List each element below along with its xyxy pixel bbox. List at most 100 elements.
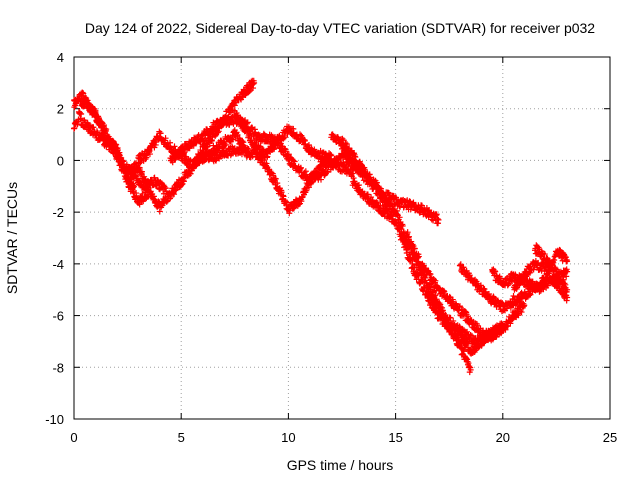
series-sat-track-8 <box>231 108 356 180</box>
data-point <box>347 151 354 158</box>
data-point <box>192 161 199 168</box>
series-sat-track-6 <box>167 112 260 166</box>
data-point <box>399 222 406 229</box>
data-point <box>556 270 563 277</box>
data-point <box>278 189 285 196</box>
data-point <box>406 233 412 240</box>
data-point <box>478 342 485 349</box>
data-point <box>564 286 571 293</box>
data-point <box>234 131 241 138</box>
data-point <box>456 303 463 310</box>
data-point <box>415 253 422 260</box>
data-point <box>490 294 497 301</box>
data-point <box>435 216 442 223</box>
data-point <box>113 141 120 148</box>
chart-title: Day 124 of 2022, Sidereal Day-to-day VTE… <box>85 20 595 36</box>
data-point <box>485 335 492 342</box>
data-point <box>481 286 488 293</box>
data-point <box>439 307 446 314</box>
data-point <box>230 136 237 143</box>
data-point <box>353 158 360 165</box>
data-point <box>244 126 251 133</box>
data-point <box>413 267 420 274</box>
data-point <box>404 229 411 236</box>
data-point <box>277 140 284 147</box>
x-tick-label: 20 <box>496 430 510 445</box>
data-point <box>388 212 395 219</box>
data-point <box>507 320 514 327</box>
data-point <box>541 251 548 258</box>
data-point <box>138 168 145 175</box>
data-point <box>187 170 194 177</box>
data-point <box>303 187 310 194</box>
data-point <box>215 124 222 131</box>
data-point <box>171 191 178 198</box>
data-point <box>489 324 496 331</box>
y-axis-ticks: -10 -8 -6 -4 -2 0 2 4 <box>45 50 610 427</box>
data-point <box>564 294 571 301</box>
data-point <box>243 120 250 127</box>
y-tick-label: -8 <box>52 360 64 375</box>
data-point <box>563 273 570 280</box>
data-point <box>296 201 303 208</box>
data-point <box>435 308 442 315</box>
data-point <box>163 198 170 205</box>
data-point <box>352 159 359 166</box>
data-point <box>457 261 464 268</box>
data-point <box>274 180 281 187</box>
data-point <box>467 331 474 338</box>
data-point <box>450 317 457 324</box>
data-point <box>383 206 390 213</box>
data-point <box>178 182 185 189</box>
data-point <box>415 272 422 279</box>
data-point <box>431 276 438 283</box>
y-tick-label: -10 <box>45 412 64 427</box>
data-point <box>151 174 158 181</box>
series-sat-track-18 <box>531 242 571 296</box>
data-point <box>290 205 297 212</box>
data-point <box>151 144 158 151</box>
data-point <box>324 169 331 176</box>
data-point <box>447 314 454 321</box>
data-point <box>446 293 453 300</box>
grid-lines <box>74 57 610 419</box>
data-point <box>272 134 278 141</box>
data-point <box>505 281 512 288</box>
data-point <box>385 189 392 196</box>
data-point <box>364 191 371 198</box>
data-point <box>302 168 309 175</box>
data-points <box>71 77 571 376</box>
data-point <box>467 366 474 373</box>
data-point <box>162 135 169 142</box>
data-point <box>146 151 153 158</box>
data-point <box>80 90 87 97</box>
data-point <box>281 134 288 141</box>
data-point <box>231 102 238 109</box>
data-point <box>404 246 411 253</box>
data-point <box>208 129 215 136</box>
data-point <box>272 175 279 182</box>
data-point <box>419 278 426 285</box>
data-point <box>483 336 490 343</box>
data-point <box>510 292 517 299</box>
data-point <box>103 126 110 133</box>
plot-frame <box>73 56 611 420</box>
series-sat-track-14 <box>424 291 506 357</box>
data-point <box>368 194 375 201</box>
data-point <box>432 292 439 299</box>
data-point <box>527 269 534 276</box>
data-point <box>521 302 528 309</box>
data-point <box>464 328 471 335</box>
data-point <box>177 151 184 158</box>
data-point <box>511 307 518 314</box>
y-tick-label: -4 <box>52 257 64 272</box>
data-point <box>432 277 439 284</box>
data-point <box>427 271 434 278</box>
data-point <box>564 268 571 275</box>
data-point <box>290 157 297 164</box>
data-point <box>428 296 435 303</box>
data-point <box>408 238 415 245</box>
data-point <box>172 187 179 194</box>
data-point <box>156 208 163 215</box>
